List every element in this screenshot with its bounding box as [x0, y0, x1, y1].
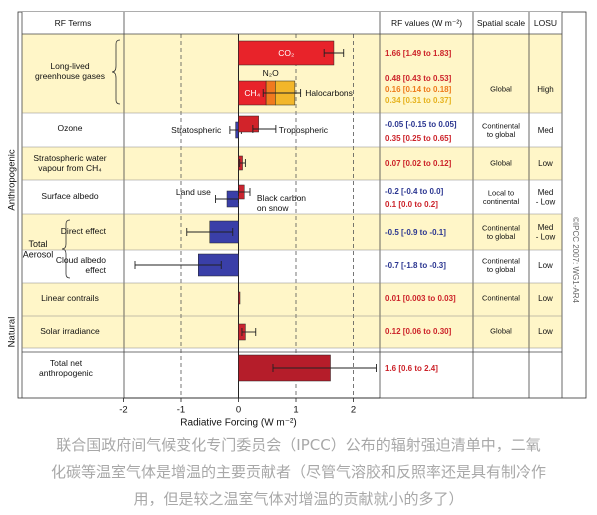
caption-line: 化碳等温室气体是增温的主要贡献者（尽管气溶胶和反照率还是具有制冷作: [50, 463, 546, 481]
x-tick-label: 2: [351, 404, 356, 415]
term-label: Stratospheric water vapour from CH₄: [33, 153, 106, 173]
figure-caption: 联合国政府间气候变化专门委员会（IPCC）公布的辐射强迫清单中，二氧 化碳等温室…: [0, 432, 597, 513]
caption-line: 用，但是较之温室气体对增温的贡献就小的多了）: [133, 490, 464, 508]
group-label-natural: Natural: [6, 317, 17, 348]
term-label: Solar irradiance: [40, 326, 100, 336]
label-stratospheric: Stratospheric: [171, 125, 222, 135]
label-co2: CO₂: [278, 48, 294, 58]
label-tropospheric: Tropospheric: [279, 125, 329, 135]
highlight-band: [22, 283, 562, 316]
rf-value: 0.34 [0.31 to 0.37]: [385, 96, 452, 105]
spatial-scale: Continental to global: [482, 256, 520, 274]
x-tick-label: -1: [177, 404, 185, 415]
highlight-band: [22, 214, 562, 250]
label-black-carbon: Black carbon on snow: [257, 193, 306, 213]
spatial-scale: Continental: [482, 294, 520, 303]
term-label: Long-lived greenhouse gases: [35, 61, 105, 81]
rf-value: -0.2 [-0.4 to 0.0]: [385, 187, 444, 196]
rf-value: -0.5 [-0.9 to -0.1]: [385, 228, 446, 237]
rf-value: -0.05 [-0.15 to 0.05]: [385, 120, 457, 129]
term-label-total-aerosol: Total Aerosol: [23, 239, 54, 259]
term-label: Cloud albedo effect: [56, 255, 107, 275]
losu-value: High: [537, 85, 553, 94]
label-land-use: Land use: [176, 187, 211, 197]
rf-value: 0.12 [0.06 to 0.30]: [385, 327, 452, 336]
copyright-text: ©IPCC 2007: WG1-AR4: [571, 217, 580, 303]
rf-value: 0.35 [0.25 to 0.65]: [385, 134, 452, 143]
rf-value: 0.1 [0.0 to 0.2]: [385, 200, 438, 209]
losu-value: Low: [538, 294, 553, 303]
rf-value: 0.01 [0.003 to 0.03]: [385, 294, 456, 303]
header-rf-terms: RF Terms: [55, 18, 92, 28]
bar-ozone-tropospheric: [238, 115, 259, 133]
spatial-scale: Continental to global: [482, 121, 520, 139]
term-label: Surface albedo: [41, 191, 98, 201]
spatial-scale: Global: [490, 85, 512, 94]
header-rf-values: RF values (W m⁻²): [391, 18, 462, 28]
radiative-forcing-chart: RF Terms RF values (W m⁻²) Spatial scale LO…: [6, 11, 587, 429]
x-tick-label: 0: [236, 404, 241, 415]
highlight-band: [22, 147, 562, 180]
x-axis-label: Radiative Forcing (W m⁻²): [180, 418, 296, 429]
rf-value: 1.66 [1.49 to 1.83]: [385, 49, 452, 58]
bracket-aerosol: [61, 219, 71, 279]
caption-line: 联合国政府间气候变化专门委员会（IPCC）公布的辐射强迫清单中，二氧: [56, 436, 541, 454]
bracket-ghg: [111, 39, 121, 105]
label-ch4: CH₄: [244, 88, 260, 98]
spatial-scale: Local to continental: [483, 188, 520, 206]
group-label-anthropogenic: Anthropogenic: [6, 149, 17, 211]
losu-value: Low: [538, 261, 553, 270]
bar-co2: [238, 40, 335, 66]
losu-value: Low: [538, 159, 553, 168]
highlight-band: [22, 316, 562, 348]
term-label: Direct effect: [61, 226, 107, 236]
rf-value: 0.07 [0.02 to 0.12]: [385, 159, 452, 168]
header-losu: LOSU: [534, 18, 557, 28]
x-tick-label: 1: [293, 404, 298, 415]
losu-value: Med: [538, 126, 554, 135]
losu-value: Low: [538, 327, 553, 336]
label-halocarbons: Halocarbons: [305, 88, 353, 98]
spatial-scale: Global: [490, 327, 512, 336]
losu-value: Med - Low: [536, 188, 556, 206]
rf-value: 1.6 [0.6 to 2.4]: [385, 364, 438, 373]
rf-value: 0.16 [0.14 to 0.18]: [385, 85, 452, 94]
term-label: Total net anthropogenic: [39, 358, 94, 378]
header-band: [22, 12, 562, 34]
rf-value: -0.7 [-1.8 to -0.3]: [385, 261, 446, 270]
bar-linear-contrails: [238, 291, 241, 305]
spatial-scale: Continental to global: [482, 223, 520, 241]
rf-value: 0.48 [0.43 to 0.53]: [385, 74, 452, 83]
bar-ch4: [238, 80, 267, 106]
term-label: Linear contrails: [41, 293, 99, 303]
losu-value: Med - Low: [536, 223, 556, 241]
label-n2o: N₂O: [263, 68, 279, 78]
spatial-scale: Global: [490, 159, 512, 168]
header-spatial-scale: Spatial scale: [477, 18, 525, 28]
x-tick-label: -2: [119, 404, 127, 415]
term-label: Ozone: [57, 123, 82, 133]
